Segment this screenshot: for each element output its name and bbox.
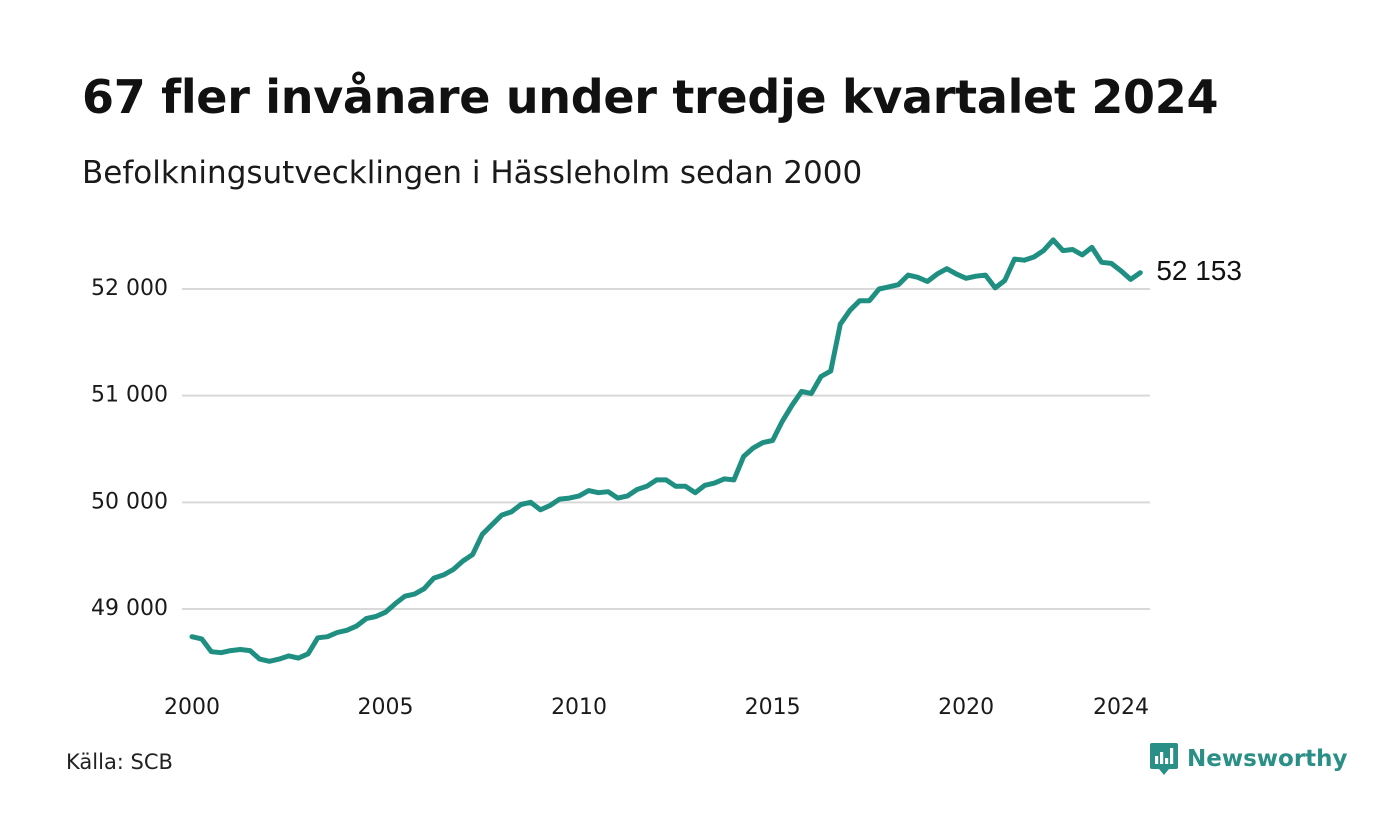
y-tick-label: 52 000 [91,276,168,301]
source-label: Källa: SCB [66,750,173,774]
series-line-group [189,237,1143,664]
population-line [189,237,1143,664]
brand-name: Newsworthy [1187,746,1348,772]
x-tick-label: 2000 [164,695,220,720]
x-tick-label: 2015 [745,695,801,720]
y-tick-label: 50 000 [91,489,168,514]
end-value-label: 52 153 [1156,255,1242,286]
y-axis-tick-labels: 49 000 50 000 51 000 52 000 [91,276,168,621]
x-tick-label: 2005 [358,695,414,720]
chart-title: 67 fler invånare under tredje kvartalet … [82,70,1219,124]
brand-logo[interactable]: Newsworthy [1149,742,1348,776]
y-tick-label: 51 000 [91,383,168,408]
newsworthy-logo-icon [1150,743,1178,775]
x-tick-label: 2010 [551,695,607,720]
x-tick-label: 2024 [1093,695,1149,720]
chart-subtitle: Befolkningsutvecklingen i Hässleholm sed… [82,155,863,191]
x-axis-tick-labels: 2000 2005 2010 2015 2020 2024 [164,695,1149,720]
x-tick-label: 2020 [938,695,994,720]
y-tick-label: 49 000 [91,596,168,621]
gridlines [182,288,1150,610]
